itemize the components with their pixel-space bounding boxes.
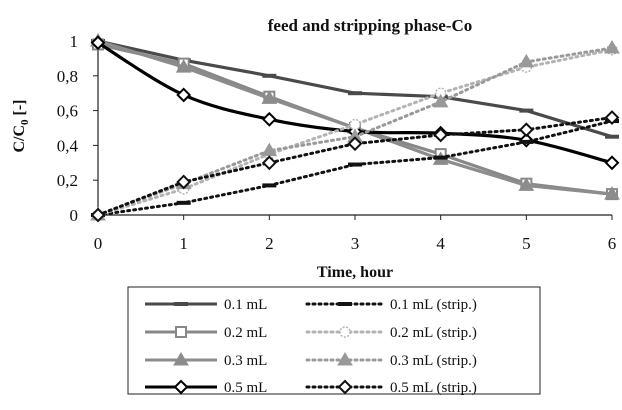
y-tick-label: 0,6 [57, 102, 78, 121]
data-point [176, 174, 192, 190]
x-tick-label: 2 [265, 234, 274, 253]
y-axis-label-main: C/C [11, 125, 28, 153]
data-point [518, 122, 534, 138]
legend-label: 0.2 mL (strip.) [390, 325, 477, 341]
data-point [348, 91, 362, 96]
data-point [262, 73, 277, 78]
legend-label: 0.3 mL (strip.) [390, 353, 477, 369]
x-tick-label: 5 [522, 234, 531, 253]
legend-marker [174, 302, 188, 306]
data-point [604, 155, 620, 171]
y-tick-label: 1 [70, 32, 79, 51]
data-point [90, 207, 106, 223]
legend-marker [173, 379, 189, 395]
data-point [432, 93, 449, 108]
data-point [348, 162, 362, 167]
data-point [518, 53, 535, 68]
x-tick-label: 1 [179, 234, 188, 253]
y-axis-label: C/C0 [-] [11, 99, 31, 152]
legend-marker [337, 352, 353, 366]
data-point [262, 183, 277, 188]
data-point [604, 186, 620, 200]
legend-marker [175, 326, 187, 338]
legend-marker [337, 379, 353, 395]
y-axis-label-tail: [-] [11, 99, 28, 119]
data-point [519, 108, 534, 113]
legend-marker [173, 352, 189, 366]
legend: 0.1 mL 0.1 mL (strip.) 0.2 mL 0.2 mL (strip… [145, 297, 477, 396]
x-axis-label: Time, hour [317, 264, 393, 281]
data-point [261, 90, 278, 104]
data-point [605, 134, 619, 139]
legend-label: 0.3 mL [224, 353, 267, 369]
data-point [175, 59, 192, 73]
x-tick-label: 6 [608, 234, 617, 253]
x-tick-label: 3 [351, 234, 360, 253]
legend-marker [338, 302, 352, 306]
data-point [604, 110, 620, 125]
legend-label: 0.2 mL [224, 325, 267, 341]
data-point [519, 139, 534, 144]
data-point [433, 127, 449, 143]
plot-area: 0 1 2 3 4 5 6 0 0,2 0,4 0,6 0,8 1 [57, 32, 620, 253]
data-point [518, 177, 535, 191]
x-tick-label: 0 [94, 234, 103, 253]
legend-label: 0.1 mL [224, 297, 267, 313]
legend-label: 0.1 mL (strip.) [390, 297, 477, 313]
legend-label: 0.5 mL [224, 380, 267, 396]
x-tick-label: 4 [436, 234, 445, 253]
legend-marker [339, 326, 351, 338]
chart-title: feed and stripping phase-Co [268, 16, 473, 35]
data-point [261, 155, 277, 171]
data-point [433, 155, 448, 160]
data-point [176, 87, 192, 103]
y-tick-label: 0,8 [57, 67, 78, 86]
data-point [261, 111, 277, 127]
data-point [349, 118, 361, 131]
y-tick-label: 0,2 [57, 171, 78, 190]
legend-label: 0.5 mL (strip.) [390, 380, 477, 396]
data-point [176, 200, 191, 205]
data-point [347, 136, 363, 152]
y-tick-label: 0 [70, 206, 79, 225]
data-point [90, 35, 106, 51]
y-axis-label-subscript: 0 [19, 119, 31, 125]
y-tick-label: 0,4 [57, 136, 79, 155]
data-point [604, 39, 620, 54]
